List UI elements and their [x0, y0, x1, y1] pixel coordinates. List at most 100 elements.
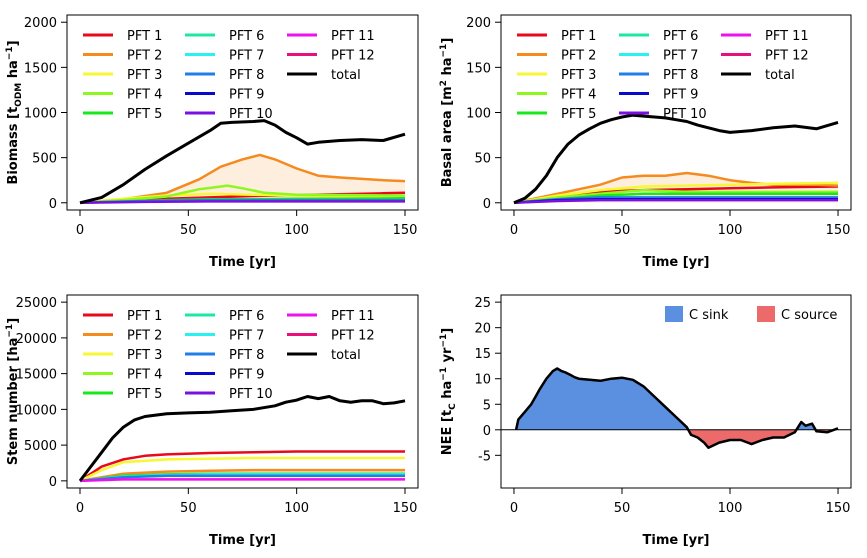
x-tick-label: 100 [284, 223, 309, 238]
legend-label-pft-3: PFT 3 [127, 348, 162, 363]
legend-label-pft-7: PFT 7 [229, 49, 264, 64]
legend-label-pft-5: PFT 5 [561, 107, 596, 122]
y-axis-label-part: NEE [t [440, 410, 455, 455]
y-tick-label: 1000 [24, 107, 57, 122]
legend-label-pft-4: PFT 4 [127, 88, 162, 103]
legend-label-pft-9: PFT 9 [229, 88, 264, 103]
y-axis-label-part: ] [6, 40, 21, 46]
legend-label-pft-11: PFT 11 [331, 309, 375, 324]
legend-swatch-c-source [757, 306, 775, 322]
series-line-total [79, 119, 406, 205]
series-line-pft-3 [79, 192, 406, 205]
stem-number-panel: PFT 1 PFT 2 PFT 3 PFT 4 PFT 5 PFT 6 PFT 7 PFT 8… [5, 294, 419, 548]
legend-label-pft-4: PFT 4 [127, 368, 162, 383]
y-axis-label-part: Biomass [t [6, 107, 21, 185]
x-tick-label: 50 [614, 501, 631, 516]
x-axis-label: Time [yr] [209, 533, 276, 548]
y-axis-label-part: 2 [439, 80, 449, 86]
legend-label-pft-3: PFT 3 [561, 68, 596, 83]
shade-pft-2 [80, 154, 405, 203]
y-tick-label: 150 [466, 61, 491, 76]
x-tick-label: 150 [826, 223, 851, 238]
legend-label-pft-3: PFT 3 [127, 68, 162, 83]
legend-label-pft-5: PFT 5 [127, 387, 162, 402]
legend-label-pft-8: PFT 8 [229, 68, 264, 83]
x-tick-label: 0 [76, 501, 84, 516]
series-line-pft-10 [513, 198, 838, 205]
series-line-pft-10 [79, 200, 405, 205]
y-tick-label: 5000 [24, 439, 57, 454]
nee-panel: C sink C source 0 50 100 150 -5 0 5 10 15 20 25 Time … [439, 294, 852, 548]
legend-label-total: total [765, 68, 795, 83]
legend-label-total: total [331, 68, 361, 83]
y-axis-label: NEE [tC ha−1 yr−1] [439, 328, 458, 456]
series-line-pft-4 [79, 184, 406, 205]
x-tick-label: 0 [510, 223, 518, 238]
legend-label-pft-10: PFT 10 [229, 107, 273, 122]
legend-label-pft-12: PFT 12 [331, 329, 375, 344]
legend-label-pft-8: PFT 8 [229, 348, 264, 363]
legend-label-pft-2: PFT 2 [127, 329, 162, 344]
x-axis-label: Time [yr] [643, 255, 710, 270]
y-axis-label-part: −1 [5, 324, 15, 338]
y-tick-label: 20 [474, 322, 491, 337]
y-tick-label: 10000 [16, 403, 57, 418]
legend-label-pft-12: PFT 12 [331, 49, 375, 64]
plot-frame [66, 294, 419, 489]
y-axis-label-part: yr [440, 347, 455, 367]
y-tick-label: 5 [483, 398, 491, 413]
legend-label-pft-4: PFT 4 [561, 88, 596, 103]
legend-label-pft-5: PFT 5 [127, 107, 162, 122]
y-axis-label: Stem number [ha−1] [5, 318, 21, 465]
series-line-total [513, 113, 839, 205]
x-tick-label: 50 [614, 223, 631, 238]
x-tick-label: 0 [510, 501, 518, 516]
y-tick-label: 15 [474, 347, 491, 362]
y-axis-label-part: −1 [5, 46, 15, 60]
biomass-panel: PFT 1 PFT 2 PFT 3 PFT 4 PFT 5 PFT 6 PFT 7 PFT 8… [5, 14, 419, 270]
y-tick-label: 15000 [16, 368, 57, 383]
series-line-pft-2 [79, 153, 406, 205]
y-axis-label-part: Basal area [m [440, 86, 455, 187]
legend-label-pft-6: PFT 6 [229, 309, 264, 324]
x-tick-label: 150 [393, 223, 418, 238]
series-line-pft-1 [79, 450, 405, 482]
y-axis-label-part: ha [440, 57, 455, 75]
legend-label-pft-2: PFT 2 [561, 49, 596, 64]
y-axis-label-part: ] [440, 328, 455, 334]
series-line-pft-8 [79, 474, 405, 483]
nee-series-line [514, 367, 839, 449]
legend-label-pft-10: PFT 10 [229, 387, 273, 402]
basal-area-panel: PFT 1 PFT 2 PFT 3 PFT 4 PFT 5 PFT 6 PFT 7 PFT 8… [439, 14, 852, 270]
x-tick-label: 150 [393, 501, 418, 516]
y-axis-label-part: Stem number [ha [6, 338, 21, 466]
x-tick-label: 0 [76, 223, 84, 238]
c-sink-area [516, 368, 689, 430]
series-line-pft-2 [79, 468, 405, 483]
y-tick-label: -5 [478, 449, 491, 464]
y-axis-label: Biomass [tODM ha−1] [5, 40, 24, 184]
legend-label-pft-7: PFT 7 [229, 329, 264, 344]
series-line-total [78, 395, 406, 482]
y-tick-label: 0 [49, 475, 57, 490]
legend-label-pft-6: PFT 6 [663, 29, 698, 44]
y-tick-label: 100 [466, 107, 491, 122]
y-tick-label: 200 [466, 16, 491, 31]
x-tick-label: 100 [718, 223, 743, 238]
y-tick-label: 50 [474, 152, 491, 167]
legend-label-pft-1: PFT 1 [127, 309, 162, 324]
y-axis-label-part: ] [440, 38, 455, 44]
legend-label-pft-11: PFT 11 [765, 29, 809, 44]
legend-label-pft-6: PFT 6 [229, 29, 264, 44]
y-tick-label: 0 [49, 197, 57, 212]
legend-label-pft-1: PFT 1 [561, 29, 596, 44]
plot-frame [500, 294, 852, 489]
legend-label-pft-7: PFT 7 [663, 49, 698, 64]
legend-label-pft-9: PFT 9 [663, 88, 698, 103]
y-tick-label: 25000 [16, 296, 57, 311]
y-tick-label: 2000 [24, 16, 57, 31]
x-tick-label: 50 [180, 223, 197, 238]
y-axis-label-part: −1 [439, 367, 449, 381]
y-axis-label-part: ha [440, 381, 455, 399]
series-line-pft-3 [79, 456, 405, 483]
